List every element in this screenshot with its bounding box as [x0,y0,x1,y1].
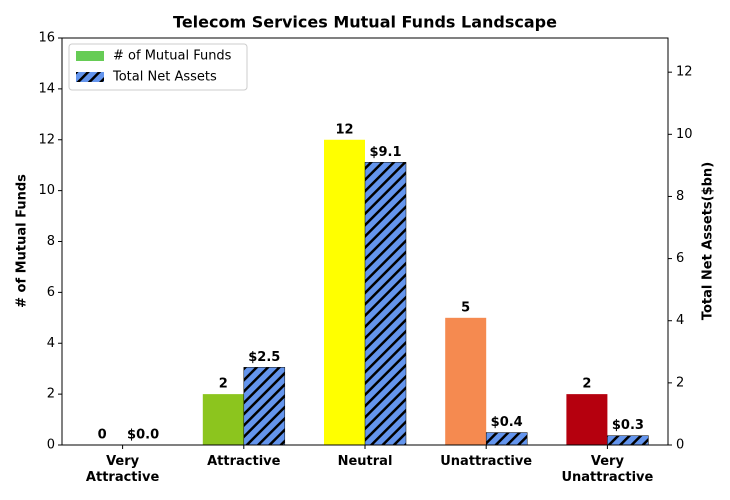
y-tick-label: 12 [38,132,55,147]
y2-tick-label: 6 [676,251,684,266]
bar [324,139,365,445]
data-label: $0.4 [491,415,523,430]
x-tick-label: Unattractive [440,454,533,469]
bar [243,367,286,446]
y-tick-label: 14 [38,81,55,96]
y2-tick-label: 8 [676,189,684,204]
x-tick-label: Neutral [337,454,393,469]
data-label: $2.5 [248,350,280,365]
bar [364,162,407,446]
legend-swatch [76,72,104,82]
y2-tick-label: 2 [676,375,684,390]
bar [445,317,487,445]
data-label: $9.1 [369,145,401,160]
y2-tick-label: 12 [676,65,693,80]
y2-tick-label: 4 [676,313,684,328]
y2-tick-label: 0 [676,438,684,453]
y2-tick-label: 10 [676,127,693,142]
legend-swatch [76,51,104,61]
data-label: 2 [582,377,591,392]
data-label: 5 [461,300,470,315]
data-label: 0 [98,428,107,443]
data-label: $0.0 [127,428,159,443]
x-tick-label: Attractive [207,454,281,469]
y-tick-label: 6 [47,285,55,300]
legend-box [68,43,248,91]
y-tick-label: 0 [47,438,55,453]
bar [202,394,244,445]
bar [607,435,649,446]
y-tick-label: 4 [47,336,55,351]
y-tick-label: 10 [38,183,55,198]
y-tick-label: 16 [38,31,55,46]
legend-label: Total Net Assets [112,70,217,85]
data-label: 2 [219,377,228,392]
legend-label: # of Mutual Funds [113,49,232,64]
bar [485,432,528,446]
chart-title: Telecom Services Mutual Funds Landscape [173,13,557,32]
plot-frame [61,37,669,446]
y2-axis-label: Total Net Assets($bn) [701,162,716,320]
data-label: 12 [335,122,353,137]
bar [566,394,608,445]
y-axis-label: # of Mutual Funds [15,174,30,308]
x-tick-label: Very Unattractive [561,454,654,485]
y-tick-label: 8 [47,234,55,249]
y-tick-label: 2 [47,387,55,402]
data-label: $0.3 [612,418,644,433]
x-tick-label: Very Attractive [85,454,160,485]
